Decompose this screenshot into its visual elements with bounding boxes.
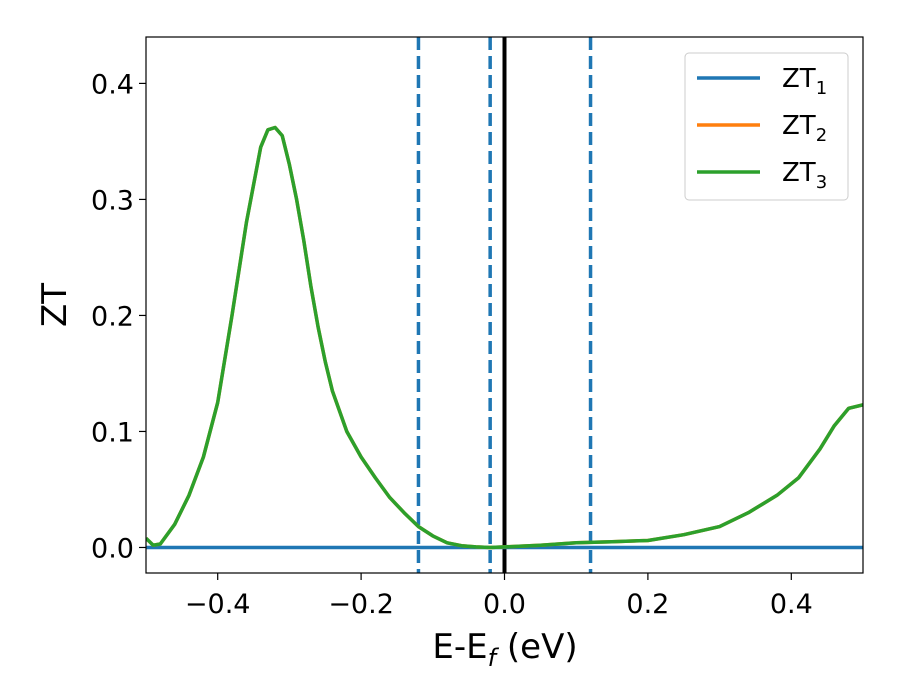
- legend-label-2: ZT2: [782, 111, 827, 146]
- legend-label-1: ZT1: [782, 64, 827, 99]
- x-tick-label: 0.4: [770, 589, 813, 620]
- data-series: [146, 125, 863, 550]
- y-tick-label: 0.0: [91, 533, 134, 564]
- y-axis-ticks: 0.0 0.1 0.2 0.3 0.4: [91, 69, 146, 564]
- legend: ZT1 ZT2 ZT3: [684, 52, 849, 201]
- x-axis-ticks: −0.4 −0.2 0.0 0.2 0.4: [185, 573, 813, 620]
- legend-label-3: ZT3: [782, 158, 827, 193]
- series-line-3: [146, 125, 863, 550]
- x-tick-label: −0.2: [328, 589, 394, 620]
- y-tick-label: 0.3: [91, 185, 134, 216]
- x-tick-label: −0.4: [185, 589, 251, 620]
- vertical-reference-lines: [416, 37, 593, 573]
- legend-entries: ZT1 ZT2 ZT3: [697, 64, 827, 193]
- x-tick-label: 0.0: [483, 589, 526, 620]
- x-axis-label: E-Ef (eV): [432, 627, 577, 672]
- y-tick-label: 0.4: [91, 69, 134, 100]
- x-tick-label: 0.2: [626, 589, 669, 620]
- y-tick-label: 0.2: [91, 301, 134, 332]
- y-axis-label: ZT: [35, 283, 75, 327]
- y-tick-label: 0.1: [91, 417, 134, 448]
- legend-box: [684, 52, 849, 201]
